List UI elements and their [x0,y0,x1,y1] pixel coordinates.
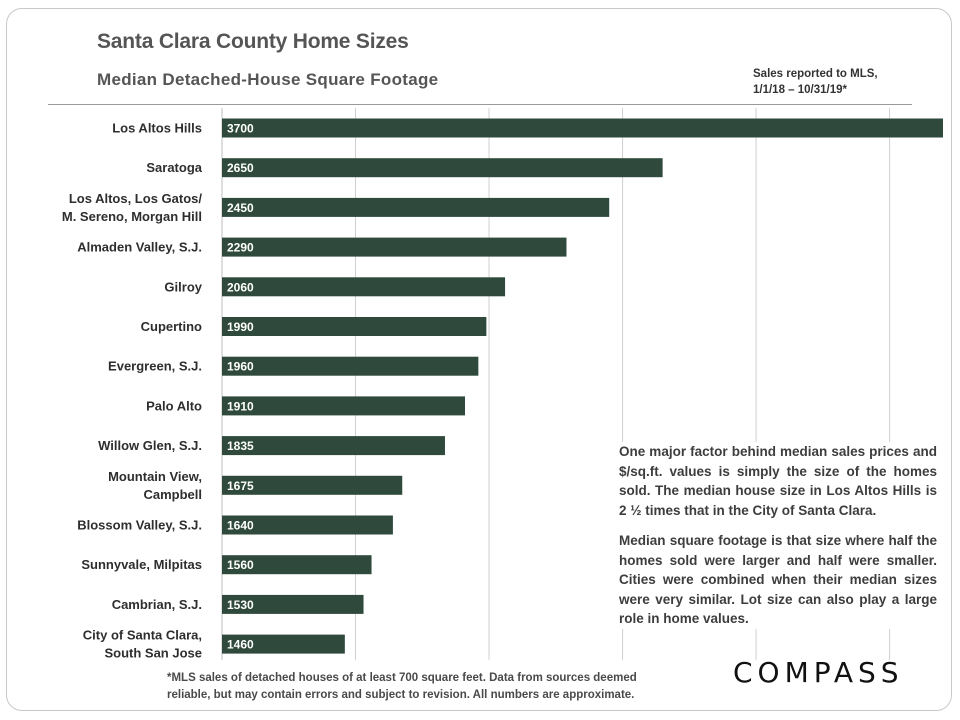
commentary-paragraph-1: One major factor behind median sales pri… [619,444,937,518]
category-label-line: Los Altos Hills [112,121,202,136]
chart-title: Santa Clara County Home Sizes [97,30,409,53]
category-label: Mountain View, Campbell [108,469,202,502]
footnote: *MLS sales of detached houses of at leas… [167,672,637,701]
category-label-line: Willow Glen, S.J. [98,438,202,453]
bar-value-label: 2290 [227,241,254,255]
bar [222,197,610,217]
category-label: Gilroy [164,279,202,294]
category-label: City of Santa Clara, South San Jose [83,628,202,661]
category-label-line: Gilroy [164,279,202,294]
bar [222,594,364,614]
category-label: Willow Glen, S.J. [98,438,202,453]
category-label-line: Almaden Valley, S.J. [77,240,202,255]
bar-value-label: 2650 [227,161,254,175]
bar-value-label: 1990 [227,320,254,334]
bar-value-label: 1530 [227,598,254,612]
category-label-line: Palo Alto [146,398,202,413]
category-label: Palo Alto [146,398,202,413]
bar [222,158,663,178]
category-labels: Los Altos Hills Saratoga Los Altos, Los Ga… [62,121,203,661]
category-label: Los Altos Hills [112,121,202,136]
bar [222,118,943,138]
category-label-line: Sunnyvale, Milpitas [81,557,202,572]
category-label: Almaden Valley, S.J. [77,240,202,255]
bar-value-label: 1640 [227,519,254,533]
category-label-line: South San Jose [104,646,202,661]
bar [222,396,466,416]
bar [222,436,445,456]
bar [222,555,372,575]
source-note: Sales reported to MLS, 1/1/18 – 10/31/19… [753,66,923,98]
bar [222,475,403,495]
bar [222,356,479,376]
category-label-line: Evergreen, S.J. [108,359,202,374]
bar-value-label: 1560 [227,558,254,572]
source-note-line-2: 1/1/18 – 10/31/19* [753,84,847,96]
commentary-paragraph-2: Median square footage is that size where… [619,533,937,626]
bar-value-label: 1460 [227,638,254,652]
category-label: Cupertino [141,319,202,334]
category-label-line: M. Sereno, Morgan Hill [62,209,202,224]
bar-value-label: 1960 [227,360,254,374]
category-label-line: Mountain View, [108,469,202,484]
category-label: Blossom Valley, S.J. [77,518,202,533]
bar-value-label: 1835 [227,439,254,453]
category-label-line: Los Altos, Los Gatos/ [69,191,203,206]
category-label: Evergreen, S.J. [108,359,202,374]
category-label-line: Cambrian, S.J. [112,597,202,612]
bar-value-label: 3700 [227,122,254,136]
category-label-line: Saratoga [146,160,202,175]
bar-value-label: 1675 [227,479,254,493]
source-note-line-1: Sales reported to MLS, [753,68,878,80]
bar [222,515,393,535]
chart-subtitle: Median Detached-House Square Footage [97,70,439,89]
category-label: Sunnyvale, Milpitas [81,557,202,572]
commentary-box: One major factor behind median sales pri… [619,442,937,629]
compass-logo: COMPASS [733,656,904,689]
category-label-line: Cupertino [141,319,202,334]
bar-value-label: 2060 [227,280,254,294]
category-label: Cambrian, S.J. [112,597,202,612]
bar [222,317,487,336]
category-label-line: Campbell [143,487,202,502]
category-label-line: Blossom Valley, S.J. [77,518,202,533]
bar-value-label: 2450 [227,201,254,215]
bar-value-label: 1910 [227,399,254,413]
category-label: Saratoga [146,160,202,175]
header-divider [48,104,912,105]
category-label: Los Altos, Los Gatos/M. Sereno, Morgan H… [62,191,202,224]
category-label-line: City of Santa Clara, [83,628,202,643]
bar [222,237,567,257]
bar [222,277,506,297]
bars: 3700 2650 2450 2290 2060 1990 1960 1910 1835 1675… [222,118,943,654]
bar [222,634,345,654]
